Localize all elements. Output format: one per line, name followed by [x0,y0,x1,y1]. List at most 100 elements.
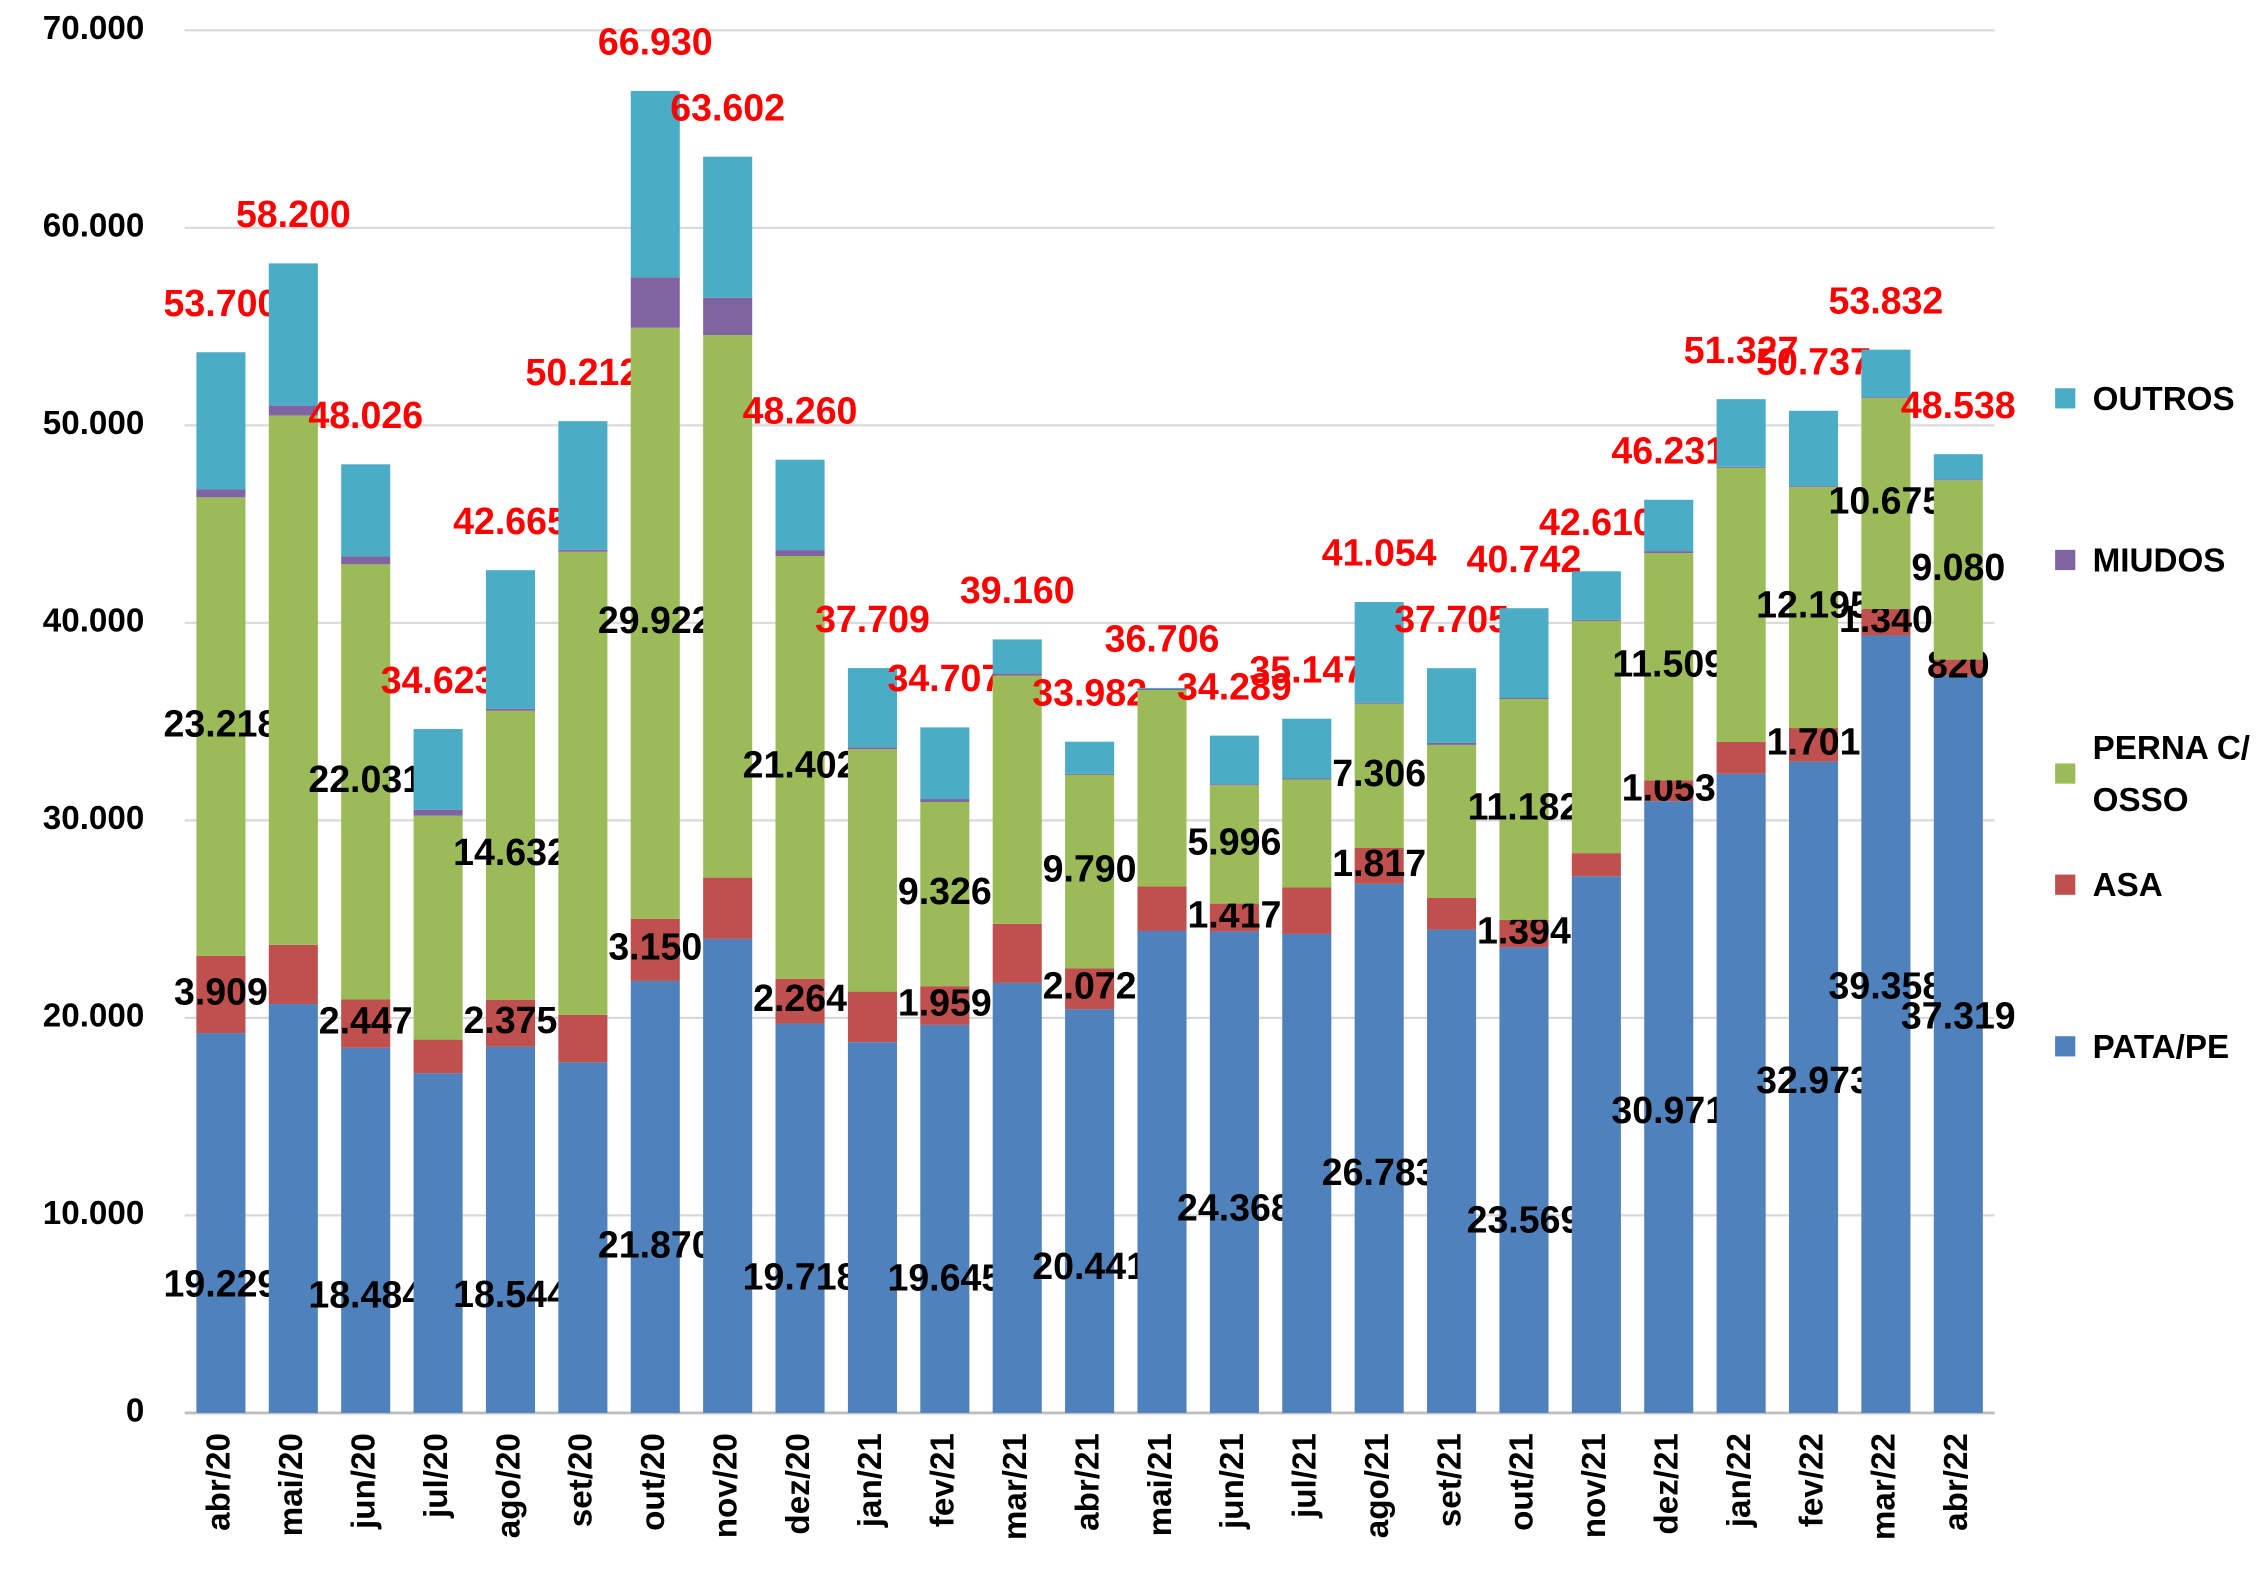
bar-segment [268,1004,318,1413]
x-tick-label: out/20 [635,1433,672,1531]
value-label: 19.718 [743,1255,858,1297]
y-tick-label: 70.000 [43,10,145,47]
x-tick-label: jan/21 [852,1433,889,1528]
legend-label: MIUDOS [2092,541,2226,579]
bar-segment [630,90,680,278]
total-label: 39.160 [960,569,1075,611]
value-label: 2.264 [753,977,847,1019]
bar-segment [847,991,897,1043]
bar-segment [413,1039,463,1074]
x-tick-label: abr/22 [1938,1433,1975,1531]
bar-segment [1065,774,1115,969]
bar-segment [775,550,825,557]
value-label: 7.306 [1332,752,1426,794]
bar-segment [992,923,1042,983]
bar-segment [1716,741,1766,774]
bar-segment [268,415,318,945]
bar-segment [630,277,680,328]
bar-segment [1354,848,1404,884]
bar-segment [1137,886,1187,931]
legend-swatch [2055,763,2076,784]
x-tick-label: mai/20 [273,1433,310,1536]
x-tick-label: jan/22 [1721,1433,1758,1528]
bar-segment [341,999,391,1048]
total-label: 42.665 [453,500,568,542]
bar-segment [413,815,463,1040]
bar-segment [1788,486,1839,488]
legend-swatch [2055,388,2076,409]
bar-segment [1788,487,1839,729]
bar-segment [1065,773,1115,775]
y-tick-label: 0 [126,1393,144,1430]
bar-segment [485,570,536,709]
bar-segment [413,1073,463,1413]
bar-segment [485,999,536,1047]
total-label: 53.832 [1829,279,1944,321]
total-label: 37.705 [1394,598,1509,640]
bar-segment [630,918,680,981]
x-tick-label: set/20 [563,1433,600,1527]
value-label: 2.447 [319,1000,413,1042]
bar-segment [992,982,1042,1413]
bar-segment [1209,903,1259,932]
x-tick-label: abr/21 [1069,1433,1106,1531]
value-label: 11.182 [1468,785,1581,827]
total-label: 37.709 [815,598,930,640]
bar-segment [703,938,753,1413]
value-label: 5.996 [1187,820,1281,862]
x-tick-label: dez/21 [1649,1433,1686,1534]
x-tick-label: mar/21 [997,1433,1034,1540]
bar-segment [847,749,897,992]
total-label: 51.327 [1684,329,1799,371]
bar-segment [847,1042,897,1413]
bar-segment [1282,933,1332,1413]
y-tick-label: 30.000 [43,800,145,837]
bar-segment [1499,947,1549,1413]
y-tick-label: 10.000 [43,1195,145,1232]
bar-segment [1427,929,1477,1413]
bar-segment [775,459,825,551]
value-label: 3.150 [608,926,702,968]
bar-segment [1788,728,1839,762]
legend-entry: PERNA C/ OSSO [2055,722,2263,826]
bar-segment [847,747,897,750]
bar-segment [1427,742,1477,745]
bar-segment [196,489,246,498]
bar-segment [1209,784,1259,786]
x-tick-label: mar/22 [1866,1433,1903,1540]
total-label: 34.707 [887,657,1002,699]
x-tick-label: nov/20 [707,1433,744,1538]
value-label: 9.080 [1911,546,2005,588]
bar-segment [1644,780,1694,802]
value-label: 12.195 [1756,584,1871,626]
value-label: 19.645 [887,1257,1002,1299]
bar-segment [1716,466,1766,468]
bar-segment [558,551,608,1015]
bar-segment [1499,919,1549,948]
value-label: 23.569 [1467,1198,1582,1240]
bar-segment [1571,571,1621,620]
value-label: 1.959 [898,981,992,1023]
bar-segment [1499,698,1549,920]
total-label: 34.289 [1177,665,1292,707]
x-tick-label: dez/20 [780,1433,817,1534]
y-tick-label: 40.000 [43,603,145,640]
value-label: 21.402 [743,743,858,785]
total-label: 58.200 [236,193,351,235]
y-tick-label: 50.000 [43,405,145,442]
legend-swatch [2055,1036,2076,1057]
total-label: 48.538 [1901,384,2016,426]
total-label: 66.930 [598,21,713,63]
bar-segment [341,564,391,1000]
x-tick-label: jun/20 [345,1433,382,1530]
bar-segment [1716,399,1766,467]
value-label: 18.484 [308,1274,423,1316]
legend-entry: PATA/PE [2055,1020,2263,1072]
total-label: 33.982 [1032,671,1147,713]
bar-segment [1282,718,1332,779]
bar-segment [558,421,608,550]
bar-segment [1137,689,1187,690]
x-tick-label: jul/21 [1287,1433,1324,1519]
total-label: 42.610 [1539,501,1654,543]
value-label: 21.870 [598,1224,713,1266]
